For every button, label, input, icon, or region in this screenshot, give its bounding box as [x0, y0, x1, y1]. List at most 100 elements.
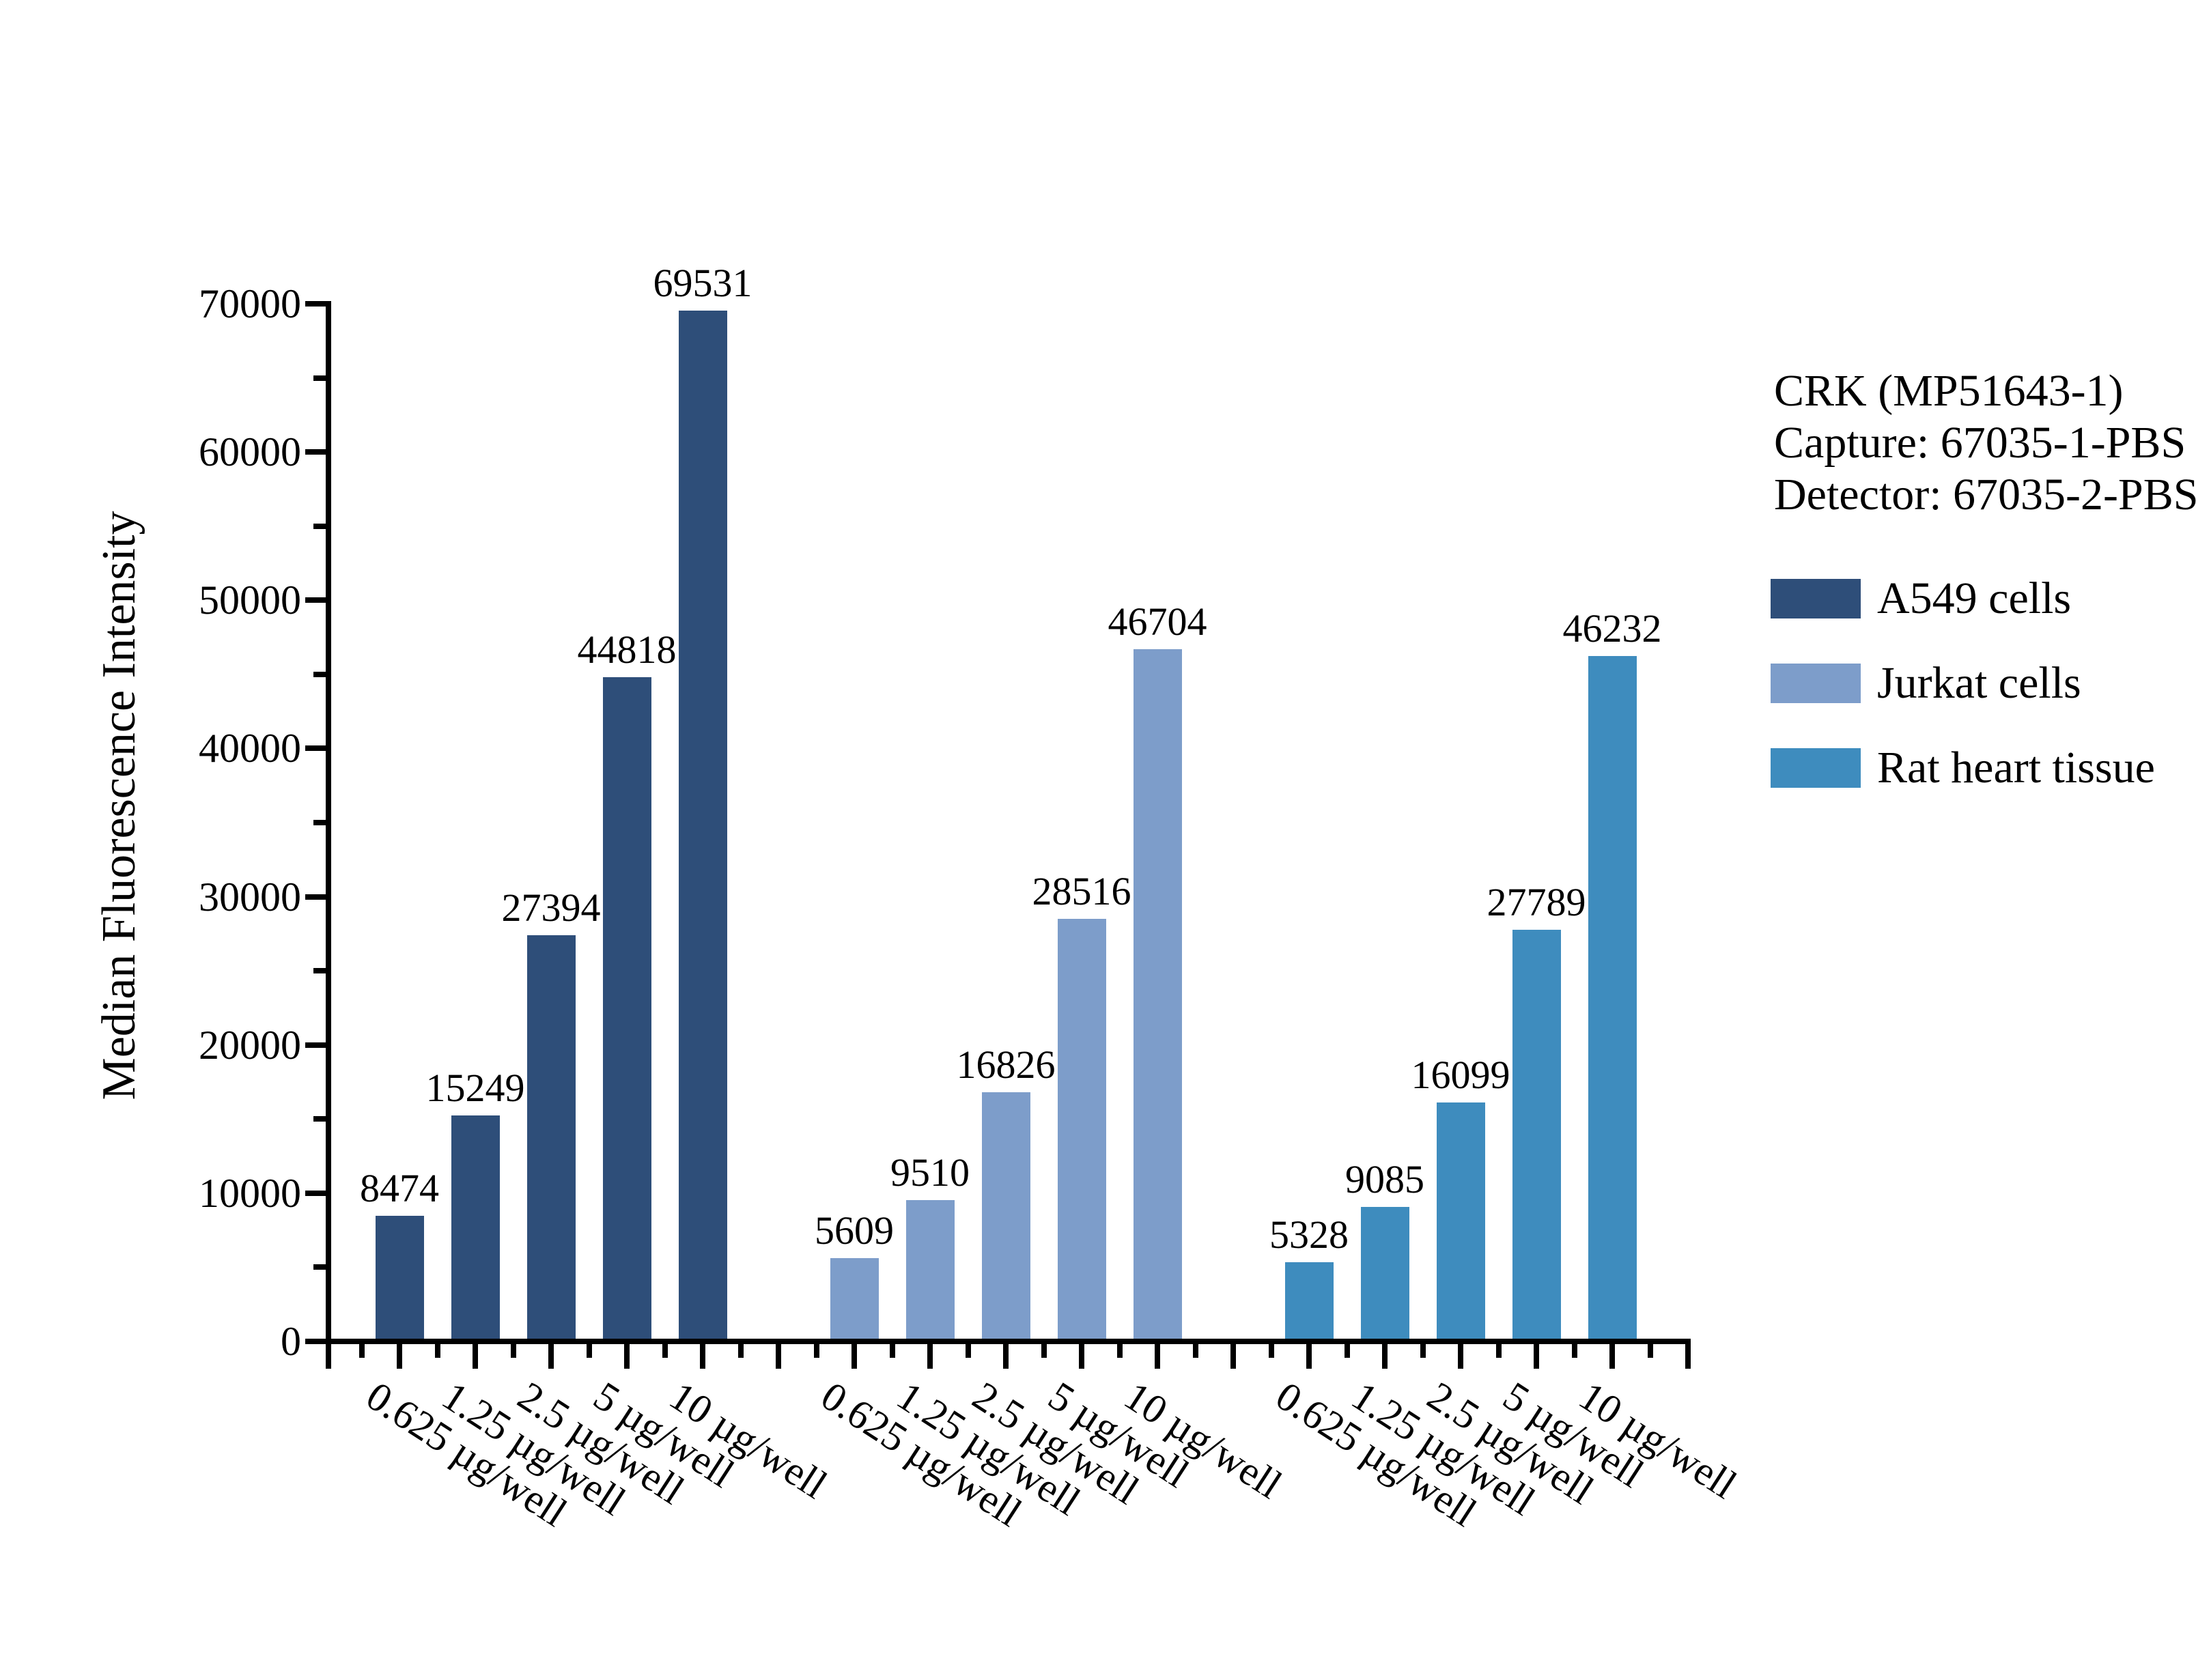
y-minor-tick — [313, 820, 326, 825]
legend-swatch-a549-cells — [1771, 579, 1861, 618]
x-major-tick — [1534, 1344, 1539, 1369]
y-tick-label: 70000 — [199, 281, 301, 326]
bar — [451, 1115, 500, 1339]
bar — [1588, 656, 1637, 1339]
x-major-tick — [700, 1344, 705, 1369]
y-major-tick — [305, 449, 326, 455]
bar — [905, 1200, 955, 1339]
x-minor-tick — [1268, 1344, 1274, 1358]
y-tick-label: 20000 — [199, 1022, 301, 1068]
x-minor-tick — [1192, 1344, 1198, 1358]
annotation-block: CRK (MP51643-1) Capture: 67035-1-PBS Det… — [1774, 365, 2196, 521]
legend-label: Rat heart tissue — [1877, 743, 2155, 793]
y-minor-tick — [313, 1264, 326, 1270]
bar-value-label: 46704 — [1108, 599, 1207, 644]
y-major-tick — [305, 301, 326, 307]
bar — [1284, 1262, 1334, 1339]
y-tick-label: 50000 — [199, 578, 301, 623]
y-major-tick — [305, 745, 326, 752]
bar-value-label: 5609 — [815, 1208, 894, 1253]
x-major-tick — [851, 1344, 857, 1369]
x-minor-tick — [1041, 1344, 1047, 1358]
x-minor-tick — [1116, 1344, 1123, 1358]
x-major-tick — [1306, 1344, 1312, 1369]
bar — [981, 1092, 1030, 1339]
y-minor-tick — [313, 375, 326, 381]
bar-value-label: 16826 — [956, 1042, 1056, 1087]
x-major-tick — [1685, 1344, 1691, 1369]
x-major-tick — [397, 1344, 402, 1369]
legend-swatch-jurkat-cells — [1771, 664, 1861, 703]
bar-value-label: 8474 — [360, 1165, 439, 1210]
x-minor-tick — [358, 1344, 365, 1358]
bar-value-label: 69531 — [653, 261, 752, 306]
y-tick-label: 40000 — [199, 726, 301, 771]
y-major-tick — [305, 1042, 326, 1048]
x-axis-line — [326, 1339, 1691, 1344]
bar — [830, 1258, 879, 1339]
bar — [1512, 929, 1561, 1339]
bar-value-label: 5328 — [1269, 1212, 1349, 1257]
legend-item: A549 cells — [1771, 576, 2071, 621]
x-minor-tick — [813, 1344, 819, 1358]
bar — [375, 1215, 424, 1339]
bar-value-label: 44818 — [577, 627, 677, 672]
x-major-tick — [1458, 1344, 1463, 1369]
x-minor-tick — [586, 1344, 592, 1358]
x-minor-tick — [1495, 1344, 1502, 1358]
x-minor-tick — [1420, 1344, 1426, 1358]
x-major-tick — [1609, 1344, 1615, 1369]
legend-item: Rat heart tissue — [1771, 743, 2155, 793]
bar-value-label: 16099 — [1411, 1053, 1510, 1098]
x-major-tick — [776, 1344, 781, 1369]
x-minor-tick — [965, 1344, 971, 1358]
x-major-tick — [1230, 1344, 1236, 1369]
bar — [1057, 918, 1106, 1339]
y-axis-line — [326, 301, 331, 1369]
y-minor-tick — [313, 523, 326, 529]
x-minor-tick — [889, 1344, 895, 1358]
x-major-tick — [927, 1344, 933, 1369]
bar-value-label: 46232 — [1562, 606, 1662, 651]
legend-swatch-rat-heart-tissue — [1771, 748, 1861, 788]
bar-value-label: 28516 — [1032, 868, 1131, 913]
x-minor-tick — [1571, 1344, 1577, 1358]
x-major-tick — [624, 1344, 630, 1369]
y-major-tick — [305, 894, 326, 900]
y-minor-tick — [313, 968, 326, 974]
bar-value-label: 27394 — [501, 885, 601, 930]
x-major-tick — [473, 1344, 478, 1369]
y-major-tick — [305, 1339, 326, 1344]
bar-value-label: 9085 — [1345, 1156, 1424, 1201]
annotation-line: Capture: 67035-1-PBS — [1774, 418, 2186, 468]
bar — [602, 677, 651, 1339]
bar — [1360, 1206, 1409, 1339]
x-major-tick — [1382, 1344, 1388, 1369]
x-minor-tick — [1647, 1344, 1653, 1358]
legend-label: Jurkat cells — [1877, 658, 2081, 708]
annotation-line: CRK (MP51643-1) — [1774, 366, 2124, 416]
y-major-tick — [305, 597, 326, 603]
bar — [526, 935, 576, 1339]
x-major-tick — [1155, 1344, 1160, 1369]
annotation-line: Detector: 67035-2-PBS — [1774, 470, 2196, 519]
y-tick-label: 30000 — [199, 874, 301, 920]
x-minor-tick — [434, 1344, 440, 1358]
x-minor-tick — [510, 1344, 516, 1358]
x-minor-tick — [662, 1344, 668, 1358]
x-minor-tick — [1344, 1344, 1350, 1358]
x-major-tick — [1003, 1344, 1009, 1369]
bar — [1436, 1102, 1485, 1339]
legend-item: Jurkat cells — [1771, 658, 2081, 708]
y-tick-label: 10000 — [199, 1170, 301, 1216]
y-tick-label: 0 — [281, 1319, 301, 1364]
y-minor-tick — [313, 1116, 326, 1122]
bar — [1133, 649, 1182, 1339]
x-major-tick — [548, 1344, 554, 1369]
y-major-tick — [305, 1190, 326, 1196]
bar-value-label: 9510 — [890, 1150, 970, 1195]
bar-value-label: 27789 — [1487, 879, 1586, 924]
bar — [678, 311, 727, 1339]
